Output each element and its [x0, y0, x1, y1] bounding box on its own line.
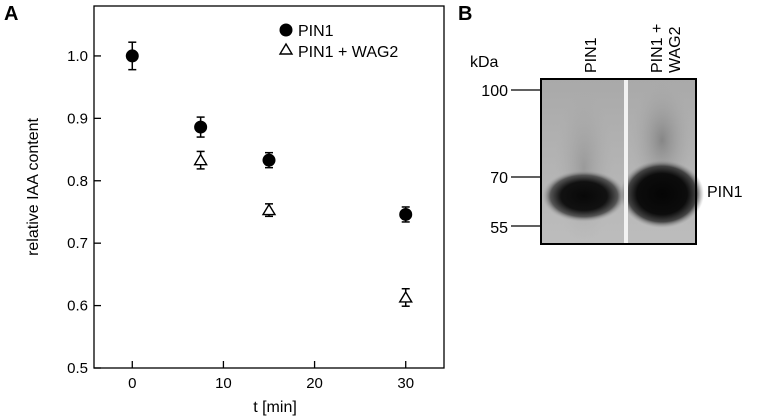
data-point-pin1 — [262, 153, 276, 167]
lane-label-pin1-wag2-line2: WAG2 — [667, 26, 684, 73]
y-tick-label: 0.5 — [67, 360, 88, 377]
plot-frame — [93, 5, 445, 369]
lane-splice-line — [624, 79, 628, 244]
y-tick-label: 1.0 — [67, 48, 88, 65]
x-tick-label: 30 — [397, 375, 414, 392]
x-axis: 0 10 20 30 — [128, 361, 414, 392]
y-tick-label: 0.6 — [67, 298, 88, 315]
y-tick-label: 0.7 — [67, 235, 88, 252]
data-points — [125, 41, 413, 307]
scatter-chart: 0.5 0.6 0.7 0.8 0.9 1.0 0 10 20 30 t [min] relat… — [25, 5, 445, 416]
pin1-band-lane-2 — [620, 160, 704, 228]
western-blot — [540, 78, 704, 248]
y-axis: 0.5 0.6 0.7 0.8 0.9 1.0 — [67, 48, 101, 377]
data-point-pin1 — [399, 207, 413, 221]
panel-b-label: B — [458, 3, 472, 25]
pin1-band-lane-1 — [542, 170, 626, 222]
legend-marker-pin1 — [279, 23, 293, 37]
y-tick-label: 0.8 — [67, 173, 88, 190]
data-point-pin1 — [125, 49, 139, 63]
marker-70: 70 — [490, 170, 508, 187]
band-label: PIN1 — [707, 184, 743, 201]
data-point-pin1-wag2 — [261, 203, 277, 216]
legend: PIN1 PIN1 + WAG2 — [278, 23, 398, 61]
lane-1-smear — [554, 88, 614, 248]
y-axis-label: relative IAA content — [25, 118, 42, 256]
legend-label-pin1: PIN1 — [298, 23, 334, 40]
lane-label-pin1: PIN1 — [583, 37, 600, 73]
x-tick-label: 0 — [128, 375, 136, 392]
x-tick-label: 10 — [215, 375, 232, 392]
y-tick-label: 0.9 — [67, 110, 88, 127]
marker-100: 100 — [481, 83, 508, 100]
x-tick-label: 20 — [306, 375, 323, 392]
data-point-pin1-wag2 — [193, 153, 208, 166]
legend-label-pin1-wag2: PIN1 + WAG2 — [298, 44, 398, 61]
x-axis-label: t [min] — [253, 399, 297, 416]
data-point-pin1-wag2 — [398, 290, 413, 303]
legend-marker-pin1-wag2 — [278, 42, 294, 55]
kda-label: kDa — [470, 54, 499, 71]
molecular-weight-markers: 100 70 55 — [481, 83, 540, 237]
panel-a-label: A — [4, 3, 18, 25]
blot-frame — [540, 78, 697, 245]
marker-55: 55 — [490, 220, 508, 237]
data-point-pin1 — [194, 120, 208, 134]
lane-label-pin1-wag2-line1: PIN1 + — [649, 24, 666, 73]
